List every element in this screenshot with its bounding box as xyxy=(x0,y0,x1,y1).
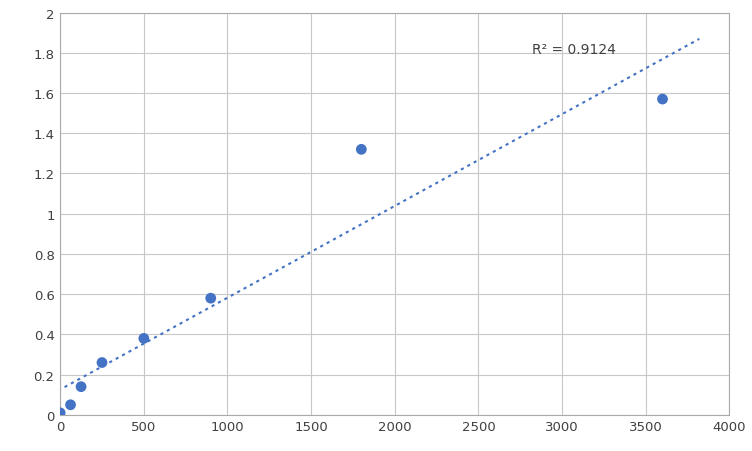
Point xyxy=(96,359,108,366)
Point xyxy=(75,383,87,391)
Point xyxy=(65,401,77,409)
Point xyxy=(54,410,66,417)
Point xyxy=(656,96,669,103)
Point xyxy=(138,335,150,342)
Text: R² = 0.9124: R² = 0.9124 xyxy=(532,43,616,57)
Point xyxy=(355,147,367,154)
Point xyxy=(205,295,217,302)
